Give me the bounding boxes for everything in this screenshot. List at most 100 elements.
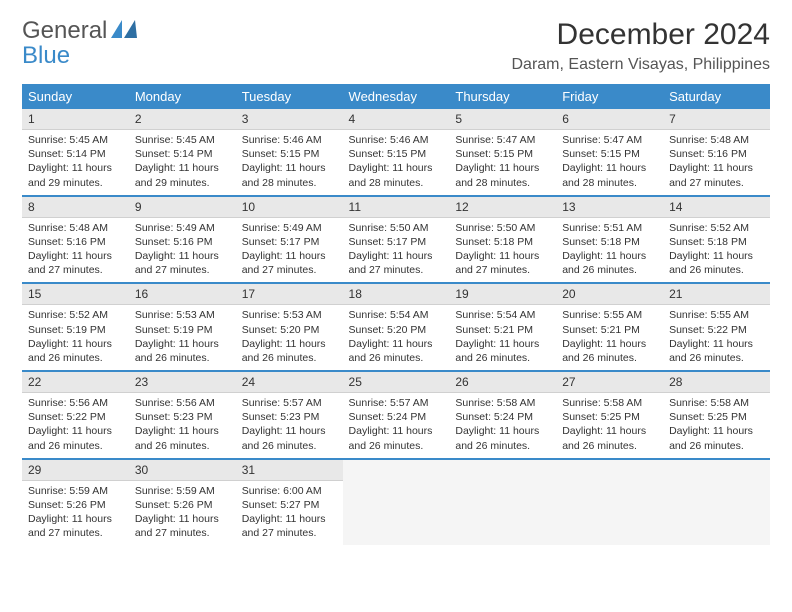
sunset-text: Sunset: 5:16 PM xyxy=(135,235,230,249)
sunrise-text: Sunrise: 5:48 AM xyxy=(669,133,764,147)
daylight-text: Daylight: 11 hours and 26 minutes. xyxy=(28,337,123,365)
sunrise-text: Sunrise: 5:59 AM xyxy=(135,484,230,498)
calendar-day-cell: 22Sunrise: 5:56 AMSunset: 5:22 PMDayligh… xyxy=(22,371,129,459)
day-number: 24 xyxy=(236,372,343,393)
title-block: December 2024 Daram, Eastern Visayas, Ph… xyxy=(512,18,771,74)
day-number: 22 xyxy=(22,372,129,393)
day-details: Sunrise: 5:52 AMSunset: 5:18 PMDaylight:… xyxy=(663,218,770,283)
calendar-week-row: 22Sunrise: 5:56 AMSunset: 5:22 PMDayligh… xyxy=(22,371,770,459)
sunrise-text: Sunrise: 5:54 AM xyxy=(349,308,444,322)
daylight-text: Daylight: 11 hours and 26 minutes. xyxy=(669,249,764,277)
day-details: Sunrise: 5:59 AMSunset: 5:26 PMDaylight:… xyxy=(129,481,236,546)
day-details: Sunrise: 5:56 AMSunset: 5:22 PMDaylight:… xyxy=(22,393,129,458)
day-details: Sunrise: 5:54 AMSunset: 5:20 PMDaylight:… xyxy=(343,305,450,370)
calendar-day-cell: 5Sunrise: 5:47 AMSunset: 5:15 PMDaylight… xyxy=(449,109,556,196)
day-number: 16 xyxy=(129,284,236,305)
sunset-text: Sunset: 5:21 PM xyxy=(562,323,657,337)
calendar-day-cell: 31Sunrise: 6:00 AMSunset: 5:27 PMDayligh… xyxy=(236,459,343,546)
day-number: 12 xyxy=(449,197,556,218)
calendar-day-cell: 4Sunrise: 5:46 AMSunset: 5:15 PMDaylight… xyxy=(343,109,450,196)
day-details: Sunrise: 5:57 AMSunset: 5:23 PMDaylight:… xyxy=(236,393,343,458)
sunrise-text: Sunrise: 5:58 AM xyxy=(562,396,657,410)
day-details: Sunrise: 5:46 AMSunset: 5:15 PMDaylight:… xyxy=(343,130,450,195)
sunrise-text: Sunrise: 5:52 AM xyxy=(669,221,764,235)
sunrise-text: Sunrise: 5:56 AM xyxy=(28,396,123,410)
calendar-week-row: 29Sunrise: 5:59 AMSunset: 5:26 PMDayligh… xyxy=(22,459,770,546)
daylight-text: Daylight: 11 hours and 27 minutes. xyxy=(349,249,444,277)
calendar-day-cell: 28Sunrise: 5:58 AMSunset: 5:25 PMDayligh… xyxy=(663,371,770,459)
day-number: 8 xyxy=(22,197,129,218)
location-subtitle: Daram, Eastern Visayas, Philippines xyxy=(512,56,771,74)
daylight-text: Daylight: 11 hours and 28 minutes. xyxy=(455,161,550,189)
daylight-text: Daylight: 11 hours and 26 minutes. xyxy=(455,337,550,365)
sunrise-text: Sunrise: 5:53 AM xyxy=(242,308,337,322)
page-title: December 2024 xyxy=(512,18,771,52)
day-details: Sunrise: 5:47 AMSunset: 5:15 PMDaylight:… xyxy=(449,130,556,195)
sunrise-text: Sunrise: 5:55 AM xyxy=(669,308,764,322)
sunrise-text: Sunrise: 5:57 AM xyxy=(242,396,337,410)
weekday-header: Tuesday xyxy=(236,84,343,109)
daylight-text: Daylight: 11 hours and 28 minutes. xyxy=(242,161,337,189)
day-number: 6 xyxy=(556,109,663,130)
calendar-day-cell: 19Sunrise: 5:54 AMSunset: 5:21 PMDayligh… xyxy=(449,283,556,371)
sunrise-text: Sunrise: 5:59 AM xyxy=(28,484,123,498)
day-details: Sunrise: 5:55 AMSunset: 5:21 PMDaylight:… xyxy=(556,305,663,370)
daylight-text: Daylight: 11 hours and 26 minutes. xyxy=(135,337,230,365)
day-details: Sunrise: 5:48 AMSunset: 5:16 PMDaylight:… xyxy=(22,218,129,283)
day-details: Sunrise: 5:59 AMSunset: 5:26 PMDaylight:… xyxy=(22,481,129,546)
sunset-text: Sunset: 5:24 PM xyxy=(349,410,444,424)
daylight-text: Daylight: 11 hours and 26 minutes. xyxy=(242,424,337,452)
day-number: 27 xyxy=(556,372,663,393)
calendar-week-row: 8Sunrise: 5:48 AMSunset: 5:16 PMDaylight… xyxy=(22,196,770,284)
calendar-day-cell xyxy=(556,459,663,546)
weekday-header-row: Sunday Monday Tuesday Wednesday Thursday… xyxy=(22,84,770,109)
weekday-header: Monday xyxy=(129,84,236,109)
daylight-text: Daylight: 11 hours and 27 minutes. xyxy=(135,249,230,277)
daylight-text: Daylight: 11 hours and 27 minutes. xyxy=(455,249,550,277)
daylight-text: Daylight: 11 hours and 29 minutes. xyxy=(135,161,230,189)
sunrise-text: Sunrise: 5:53 AM xyxy=(135,308,230,322)
day-details: Sunrise: 5:46 AMSunset: 5:15 PMDaylight:… xyxy=(236,130,343,195)
day-details: Sunrise: 5:52 AMSunset: 5:19 PMDaylight:… xyxy=(22,305,129,370)
sunrise-text: Sunrise: 5:51 AM xyxy=(562,221,657,235)
sail-icon xyxy=(111,18,137,43)
weekday-header: Friday xyxy=(556,84,663,109)
day-details: Sunrise: 5:58 AMSunset: 5:25 PMDaylight:… xyxy=(556,393,663,458)
day-number: 2 xyxy=(129,109,236,130)
sunrise-text: Sunrise: 5:47 AM xyxy=(562,133,657,147)
calendar-day-cell: 16Sunrise: 5:53 AMSunset: 5:19 PMDayligh… xyxy=(129,283,236,371)
day-details: Sunrise: 5:50 AMSunset: 5:17 PMDaylight:… xyxy=(343,218,450,283)
calendar-day-cell xyxy=(663,459,770,546)
day-number: 9 xyxy=(129,197,236,218)
weekday-header: Saturday xyxy=(663,84,770,109)
sunset-text: Sunset: 5:17 PM xyxy=(242,235,337,249)
sunrise-text: Sunrise: 5:50 AM xyxy=(455,221,550,235)
calendar-table: Sunday Monday Tuesday Wednesday Thursday… xyxy=(22,84,770,545)
calendar-day-cell: 15Sunrise: 5:52 AMSunset: 5:19 PMDayligh… xyxy=(22,283,129,371)
day-number: 21 xyxy=(663,284,770,305)
sunset-text: Sunset: 5:16 PM xyxy=(28,235,123,249)
calendar-day-cell: 11Sunrise: 5:50 AMSunset: 5:17 PMDayligh… xyxy=(343,196,450,284)
logo-text-blue: Blue xyxy=(22,43,137,68)
day-details: Sunrise: 5:54 AMSunset: 5:21 PMDaylight:… xyxy=(449,305,556,370)
header: General Blue December 2024 Daram, Easter… xyxy=(22,18,770,74)
day-number: 3 xyxy=(236,109,343,130)
day-number: 10 xyxy=(236,197,343,218)
day-details: Sunrise: 5:50 AMSunset: 5:18 PMDaylight:… xyxy=(449,218,556,283)
day-number: 23 xyxy=(129,372,236,393)
sunset-text: Sunset: 5:24 PM xyxy=(455,410,550,424)
sunset-text: Sunset: 5:15 PM xyxy=(455,147,550,161)
sunrise-text: Sunrise: 5:54 AM xyxy=(455,308,550,322)
day-number: 5 xyxy=(449,109,556,130)
day-number: 18 xyxy=(343,284,450,305)
sunset-text: Sunset: 5:20 PM xyxy=(242,323,337,337)
calendar-day-cell: 27Sunrise: 5:58 AMSunset: 5:25 PMDayligh… xyxy=(556,371,663,459)
sunrise-text: Sunrise: 5:55 AM xyxy=(562,308,657,322)
daylight-text: Daylight: 11 hours and 26 minutes. xyxy=(455,424,550,452)
day-details: Sunrise: 6:00 AMSunset: 5:27 PMDaylight:… xyxy=(236,481,343,546)
calendar-day-cell: 12Sunrise: 5:50 AMSunset: 5:18 PMDayligh… xyxy=(449,196,556,284)
calendar-day-cell: 20Sunrise: 5:55 AMSunset: 5:21 PMDayligh… xyxy=(556,283,663,371)
calendar-day-cell: 3Sunrise: 5:46 AMSunset: 5:15 PMDaylight… xyxy=(236,109,343,196)
weekday-header: Wednesday xyxy=(343,84,450,109)
day-number: 26 xyxy=(449,372,556,393)
